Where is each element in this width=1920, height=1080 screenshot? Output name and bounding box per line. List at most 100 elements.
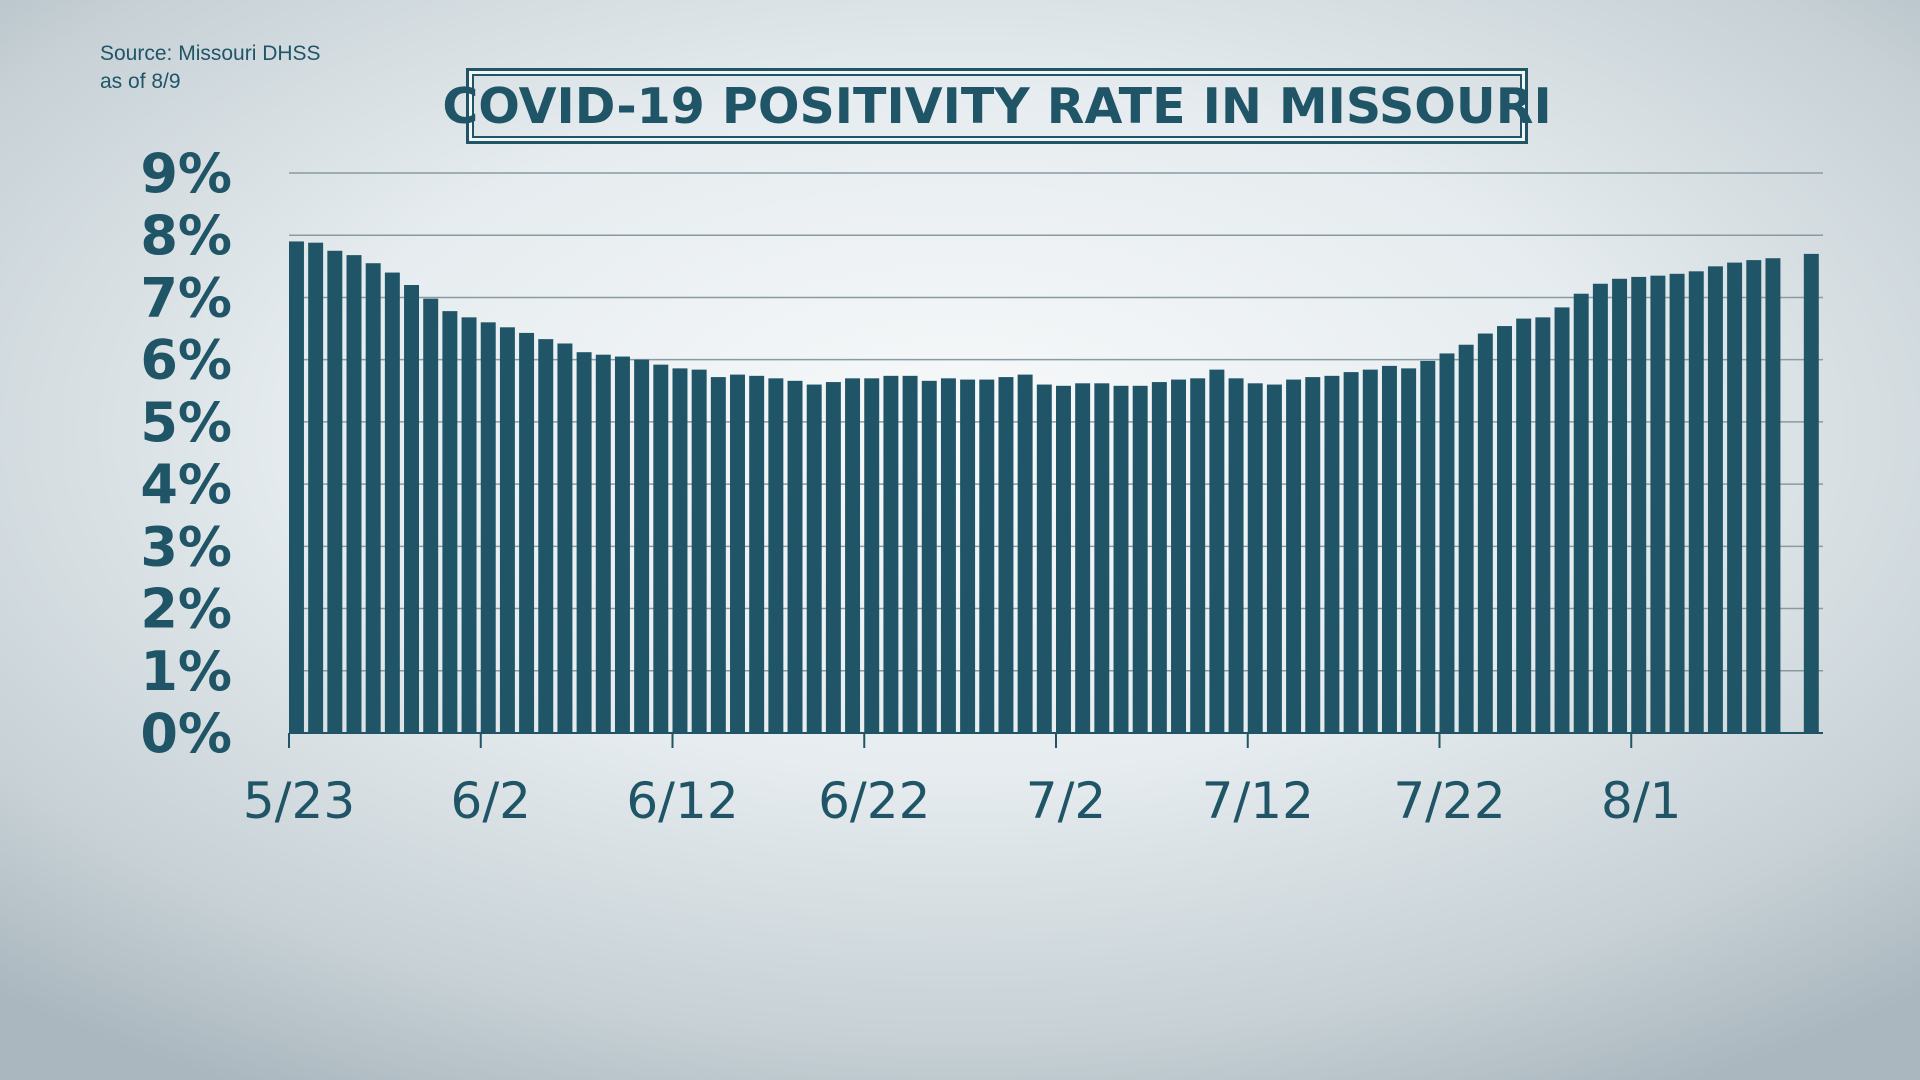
- bar: [634, 359, 650, 733]
- bar: [940, 378, 956, 733]
- chart-title: COVID-19 POSITIVITY RATE IN MISSOURI: [442, 77, 1552, 135]
- x-tick-label: 7/22: [1393, 772, 1505, 830]
- bar: [557, 343, 573, 733]
- x-axis-ticks: 5/23 6/2 6/12 6/22 7/2 7/12 7/22 8/1: [243, 772, 1682, 830]
- bar: [1381, 365, 1397, 733]
- bar: [480, 322, 496, 733]
- bar: [1746, 260, 1762, 733]
- bar: [1094, 383, 1110, 733]
- bar: [1420, 360, 1436, 733]
- bar: [1592, 283, 1608, 733]
- bar: [1324, 375, 1340, 733]
- bar: [979, 379, 995, 733]
- bar: [1017, 374, 1033, 733]
- bar: [595, 354, 611, 733]
- x-tick-label: 6/22: [818, 772, 930, 830]
- bar: [519, 332, 535, 733]
- x-tick-label: 8/1: [1601, 772, 1681, 830]
- source-line: Source: Missouri DHSS: [100, 42, 321, 65]
- chart-title-box: COVID-19 POSITIVITY RATE IN MISSOURI: [442, 68, 1552, 144]
- bar: [346, 255, 362, 733]
- x-tick-label: 6/12: [626, 772, 738, 830]
- bar: [289, 241, 304, 733]
- x-tick-label: 7/12: [1202, 772, 1314, 830]
- bar: [308, 242, 324, 733]
- bar: [576, 352, 592, 733]
- bar: [883, 375, 899, 733]
- bar: [1056, 385, 1071, 733]
- bar: [1573, 293, 1589, 733]
- bar: [1151, 382, 1167, 733]
- y-tick-label: 9%: [140, 142, 232, 205]
- bar: [1362, 369, 1378, 733]
- bar: [1439, 353, 1455, 733]
- y-tick-label: 1%: [140, 640, 232, 703]
- y-axis-ticks: 0%1%2%3%4%5%6%7%8%9%: [140, 142, 232, 765]
- bar: [672, 368, 688, 733]
- bar: [1765, 258, 1781, 733]
- bar: [1650, 275, 1666, 733]
- bars: [289, 241, 1819, 733]
- bar: [1477, 333, 1493, 733]
- bar: [825, 382, 841, 733]
- bar: [1535, 317, 1551, 733]
- bar: [864, 378, 880, 733]
- bar: [1631, 276, 1647, 733]
- x-tick-label: 5/23: [243, 772, 355, 830]
- bar: [327, 250, 343, 733]
- y-tick-label: 7%: [140, 266, 232, 329]
- bar: [1305, 377, 1321, 733]
- bar: [461, 317, 477, 733]
- bar: [1209, 369, 1225, 733]
- bar: [749, 375, 765, 733]
- bar: [1190, 378, 1206, 733]
- bar: [538, 339, 554, 733]
- bar: [1228, 378, 1244, 733]
- x-tick-label: 6/2: [451, 772, 531, 830]
- bar: [1401, 368, 1417, 733]
- bar: [614, 356, 630, 733]
- bar: [1803, 253, 1819, 733]
- bar: [806, 384, 822, 733]
- as-of-line: as of 8/9: [100, 70, 181, 93]
- bar: [1458, 344, 1474, 733]
- bar: [1612, 278, 1628, 733]
- bar: [710, 377, 726, 733]
- bar: [960, 379, 976, 733]
- bar: [1343, 372, 1359, 733]
- bar: [1113, 385, 1129, 733]
- x-tick-label: 7/2: [1026, 772, 1106, 830]
- bar: [1247, 383, 1263, 733]
- bar: [365, 263, 381, 733]
- bar: [902, 375, 918, 733]
- bar: [653, 364, 669, 733]
- y-tick-label: 2%: [140, 578, 232, 641]
- bar: [730, 374, 745, 733]
- y-tick-label: 6%: [140, 329, 232, 392]
- bar: [1132, 385, 1148, 733]
- bar: [1669, 273, 1685, 733]
- bar: [1171, 379, 1187, 733]
- bar: [998, 377, 1014, 733]
- x-axis: [288, 732, 1823, 748]
- bar: [768, 378, 784, 733]
- bar: [384, 272, 400, 733]
- y-tick-label: 8%: [140, 204, 232, 267]
- bar: [1554, 307, 1570, 733]
- bar: [1727, 262, 1743, 733]
- y-tick-label: 5%: [140, 391, 232, 454]
- bar: [787, 380, 803, 733]
- bar: [404, 285, 420, 733]
- bar: [1286, 379, 1302, 733]
- bar: [442, 311, 458, 733]
- bar: [499, 327, 515, 733]
- bar: [423, 298, 439, 733]
- y-tick-label: 0%: [140, 702, 232, 765]
- bar: [921, 380, 937, 733]
- source-note: Source: Missouri DHSS as of 8/9: [100, 40, 321, 96]
- bar: [1075, 383, 1091, 733]
- bar: [1497, 326, 1512, 733]
- bar: [1516, 318, 1532, 733]
- bar: [1036, 384, 1052, 733]
